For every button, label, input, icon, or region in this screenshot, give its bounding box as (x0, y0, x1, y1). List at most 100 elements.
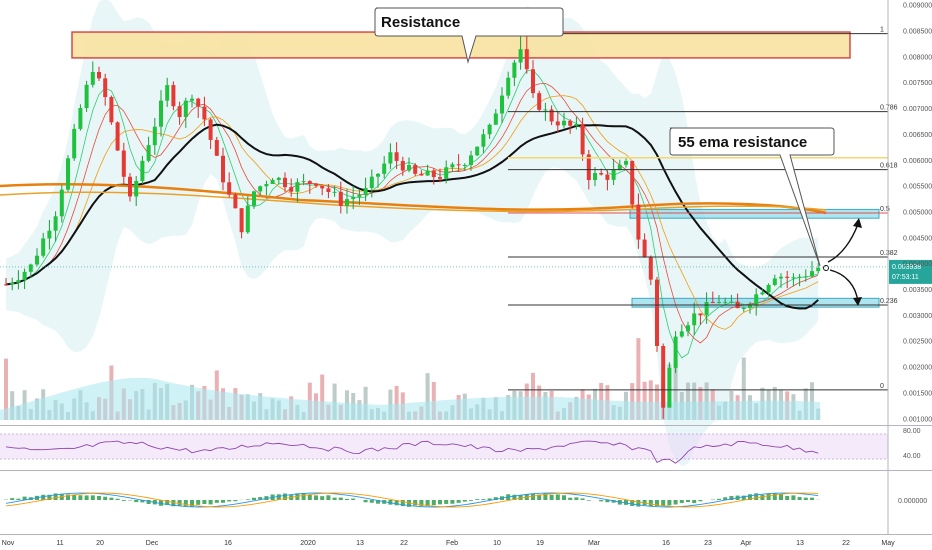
candle-body (10, 282, 15, 285)
candle-body (741, 307, 746, 309)
macd-histogram-bar (679, 500, 684, 503)
macd-histogram-bar (785, 495, 790, 500)
fib-label: 0.5 (880, 206, 890, 213)
macd-histogram-bar (543, 493, 548, 500)
time-tick-label: 22 (842, 540, 850, 547)
macd-histogram-bar (376, 500, 380, 504)
candle-body (357, 194, 362, 197)
candle-body (53, 216, 58, 231)
ema-callout (669, 127, 835, 267)
volume-bar (642, 381, 647, 420)
candle-body (394, 152, 399, 161)
macd-histogram-bar (165, 500, 170, 505)
candle-body (524, 49, 529, 70)
volume-bar (810, 382, 814, 420)
candle-body (710, 302, 715, 304)
macd-histogram-bar (53, 493, 58, 500)
candle-body (345, 199, 349, 206)
candle-body (338, 191, 343, 206)
macd-histogram-bar (314, 495, 318, 500)
macd-histogram-bar (605, 500, 610, 503)
volume-bar (686, 382, 690, 420)
macd-histogram-bar (438, 500, 442, 505)
candle-body (177, 106, 182, 117)
macd-histogram-bar (475, 499, 480, 500)
candle-body (146, 145, 151, 161)
candle-body (555, 121, 560, 126)
bollinger-cloud (6, 0, 819, 467)
time-tick-label: 2020 (300, 540, 316, 547)
candle-body (270, 179, 275, 185)
bollinger-band (6, 0, 819, 467)
candle-body (140, 160, 145, 182)
candle-body (301, 181, 306, 183)
price-tick-label: 0.008500 (903, 29, 932, 36)
candle-body (772, 278, 777, 285)
candle-body (562, 120, 566, 126)
macd-histogram-bar (431, 500, 436, 506)
macd-histogram-bar (338, 497, 343, 500)
macd-histogram-bar (177, 500, 182, 506)
candle-body (103, 78, 108, 98)
candle-body (729, 301, 734, 303)
time-tick-label: May (881, 540, 895, 547)
macd-histogram-bar (779, 494, 783, 500)
price-tick-label: 0.006500 (903, 132, 932, 139)
macd-histogram-bar (245, 499, 250, 500)
candle-body (518, 49, 523, 63)
macd-histogram-bar (388, 500, 393, 505)
macd-histogram-bar (444, 500, 449, 504)
signal-line (5, 492, 819, 508)
time-tick-label: Dec (146, 540, 159, 547)
candle-body (208, 119, 213, 140)
candle-body (233, 194, 238, 209)
macd-histogram-bar (103, 496, 108, 500)
candle-body (723, 301, 728, 303)
price-tick-label: 0.006000 (903, 158, 932, 165)
macd-histogram-bar (190, 500, 194, 507)
candle-body (41, 238, 46, 256)
macd-histogram-bar (301, 493, 306, 500)
macd-histogram-bar (580, 498, 585, 500)
macd-histogram-bar (723, 497, 728, 500)
macd-tick-label: 0.000000 (898, 498, 927, 505)
time-tick-label: Mar (588, 540, 601, 547)
sma-200 (0, 191, 827, 213)
macd-histogram-bar (481, 499, 486, 500)
resistance-label: Resistance (381, 14, 460, 31)
macd-histogram-bar (741, 495, 746, 500)
macd-histogram-bar (252, 497, 256, 500)
volume-bar (332, 383, 337, 420)
macd-histogram-bar (171, 500, 176, 507)
candle-body (779, 276, 783, 279)
candle-body (500, 95, 504, 114)
macd-histogram-bar (425, 500, 430, 507)
candle-body (692, 313, 697, 326)
candle-body (165, 85, 170, 101)
macd-histogram-bar (320, 496, 325, 500)
candle-body (221, 155, 225, 183)
rsi-band (0, 434, 888, 459)
time-tick-label: 22 (400, 540, 408, 547)
candle-body (289, 187, 294, 192)
candle-body (295, 182, 300, 192)
macd-histogram-bar (512, 494, 517, 500)
price-tick-label: 0.004500 (903, 235, 932, 242)
annotations: Resistance 55 ema resistance 0.003938 07:53… (0, 7, 932, 306)
candle-body (245, 205, 250, 233)
candle-body (376, 173, 380, 177)
candle-body (475, 146, 480, 156)
candle-body (487, 124, 492, 135)
macd-histogram-bar (630, 500, 635, 506)
macd-panel: 0.000000 (4, 492, 927, 508)
candle-body (667, 367, 672, 408)
candle-body (16, 280, 21, 283)
candle-body (413, 165, 418, 174)
current-price-label: 0.003938 (892, 264, 921, 271)
candle-body (605, 174, 610, 180)
macd-histogram-bar (642, 500, 647, 506)
time-tick-label: 10 (493, 540, 501, 547)
volume-bars (0, 338, 821, 420)
candle-body (810, 271, 814, 277)
